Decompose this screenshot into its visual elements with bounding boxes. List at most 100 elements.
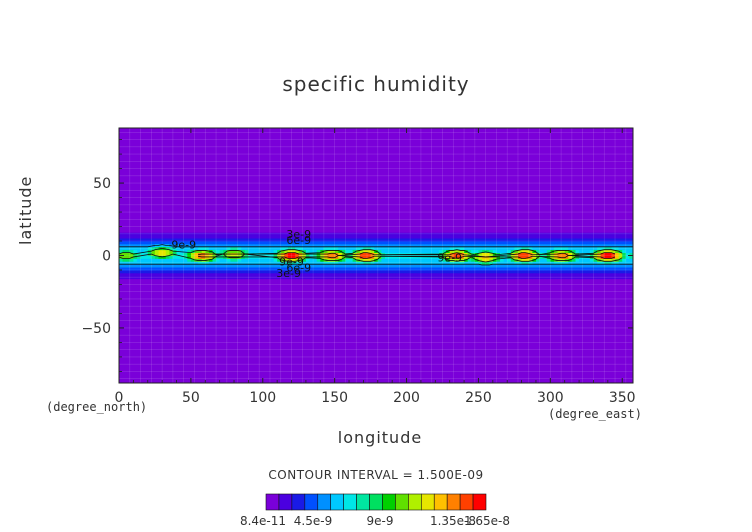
heatmap-cell xyxy=(216,264,221,268)
heatmap-cell xyxy=(521,246,526,251)
heatmap-cell xyxy=(521,223,526,227)
heatmap-cell xyxy=(377,232,382,236)
heatmap-cell xyxy=(413,258,418,262)
heatmap-cell xyxy=(309,269,314,274)
heatmap-cell xyxy=(449,243,454,248)
heatmap-cell xyxy=(320,246,325,251)
heatmap-cell xyxy=(180,275,185,280)
heatmap-cell xyxy=(359,249,364,254)
heatmap-cell xyxy=(262,275,267,280)
heatmap-cell xyxy=(172,223,177,227)
heatmap-cell xyxy=(370,275,375,280)
heatmap-cell xyxy=(147,264,152,268)
heatmap-cell xyxy=(194,246,199,251)
heatmap-cell xyxy=(388,232,393,236)
heatmap-cell xyxy=(517,232,522,236)
heatmap-cell xyxy=(327,275,332,280)
heatmap-cell xyxy=(241,258,246,262)
heatmap-cell xyxy=(388,223,393,227)
heatmap-cell xyxy=(266,238,271,242)
heatmap-cell xyxy=(557,269,562,274)
heatmap-cell xyxy=(122,267,127,271)
heatmap-cell xyxy=(183,232,188,236)
heatmap-cell xyxy=(248,238,253,242)
heatmap-cell xyxy=(410,235,415,239)
heatmap-cell xyxy=(460,223,465,227)
heatmap-cell xyxy=(482,235,487,239)
heatmap-cell xyxy=(579,238,584,242)
heatmap-cell xyxy=(190,226,195,230)
contour-line-1 xyxy=(119,244,633,248)
heatmap-cell xyxy=(607,246,612,251)
colorbar-swatch xyxy=(446,493,461,511)
heatmap-cell xyxy=(295,252,300,256)
heatmap-cell xyxy=(507,246,512,251)
heatmap-cell xyxy=(528,284,533,288)
heatmap-cell xyxy=(553,226,558,230)
heatmap-cell xyxy=(280,246,285,251)
heatmap-cell xyxy=(467,281,472,285)
heatmap-cell xyxy=(287,281,292,285)
heatmap-cell xyxy=(571,241,576,245)
heatmap-cell xyxy=(395,235,400,239)
heatmap-cell xyxy=(474,267,479,271)
heatmap-cell xyxy=(546,278,551,282)
heatmap-cell xyxy=(349,258,354,262)
heatmap-cell xyxy=(395,261,400,265)
heatmap-cell xyxy=(216,275,221,280)
heatmap-cell xyxy=(618,223,623,227)
heatmap-cell xyxy=(320,272,325,277)
heatmap-cell xyxy=(607,249,612,254)
heatmap-cell xyxy=(438,226,443,230)
colorbar-swatch xyxy=(356,493,370,511)
heatmap-cell xyxy=(367,229,372,233)
heatmap-cell xyxy=(169,238,174,242)
heatmap-cell xyxy=(406,275,411,280)
heatmap-cell xyxy=(180,267,185,271)
heatmap-cell xyxy=(449,269,454,274)
heatmap-cell xyxy=(359,278,364,282)
heatmap-cell xyxy=(183,269,188,274)
heatmap-cell xyxy=(162,258,167,262)
heatmap-cell xyxy=(453,258,458,262)
heatmap-cell xyxy=(399,255,404,259)
heatmap-cell xyxy=(251,267,256,271)
heatmap-cell xyxy=(413,255,418,259)
heatmap-cell xyxy=(313,243,318,248)
heatmap-cell xyxy=(446,229,451,233)
heatmap-cell xyxy=(194,229,199,233)
heatmap-cell xyxy=(122,252,127,256)
heatmap-cell xyxy=(503,272,508,277)
heatmap-cell xyxy=(126,269,131,274)
heatmap-cell xyxy=(226,272,231,277)
heatmap-cell xyxy=(604,275,609,280)
heatmap-cell xyxy=(413,278,418,282)
heatmap-cell xyxy=(341,261,346,265)
heatmap-cell xyxy=(449,284,454,288)
heatmap-cell xyxy=(133,243,138,248)
heatmap-cell xyxy=(500,272,505,277)
heatmap-cell xyxy=(597,267,602,271)
heatmap-cell xyxy=(413,284,418,288)
heatmap-cell xyxy=(284,269,289,274)
heatmap-cell xyxy=(370,226,375,230)
heatmap-cell xyxy=(464,232,469,236)
heatmap-cell xyxy=(384,275,389,280)
heatmap-cell xyxy=(514,235,519,239)
heatmap-cell xyxy=(597,232,602,236)
heatmap-cell xyxy=(284,255,289,259)
heatmap-cell xyxy=(615,229,620,233)
heatmap-cell xyxy=(208,272,213,277)
heatmap-cell xyxy=(593,249,598,254)
heatmap-cell xyxy=(615,223,620,227)
heatmap-cell xyxy=(456,241,461,245)
heatmap-cell xyxy=(323,284,328,288)
heatmap-cell xyxy=(485,232,490,236)
heatmap-cell xyxy=(248,226,253,230)
heatmap-cell xyxy=(381,238,386,242)
heatmap-cell xyxy=(489,269,494,274)
heatmap-cell xyxy=(370,284,375,288)
heatmap-cell xyxy=(557,278,562,282)
heatmap-cell xyxy=(302,238,307,242)
heatmap-cell xyxy=(550,258,555,262)
